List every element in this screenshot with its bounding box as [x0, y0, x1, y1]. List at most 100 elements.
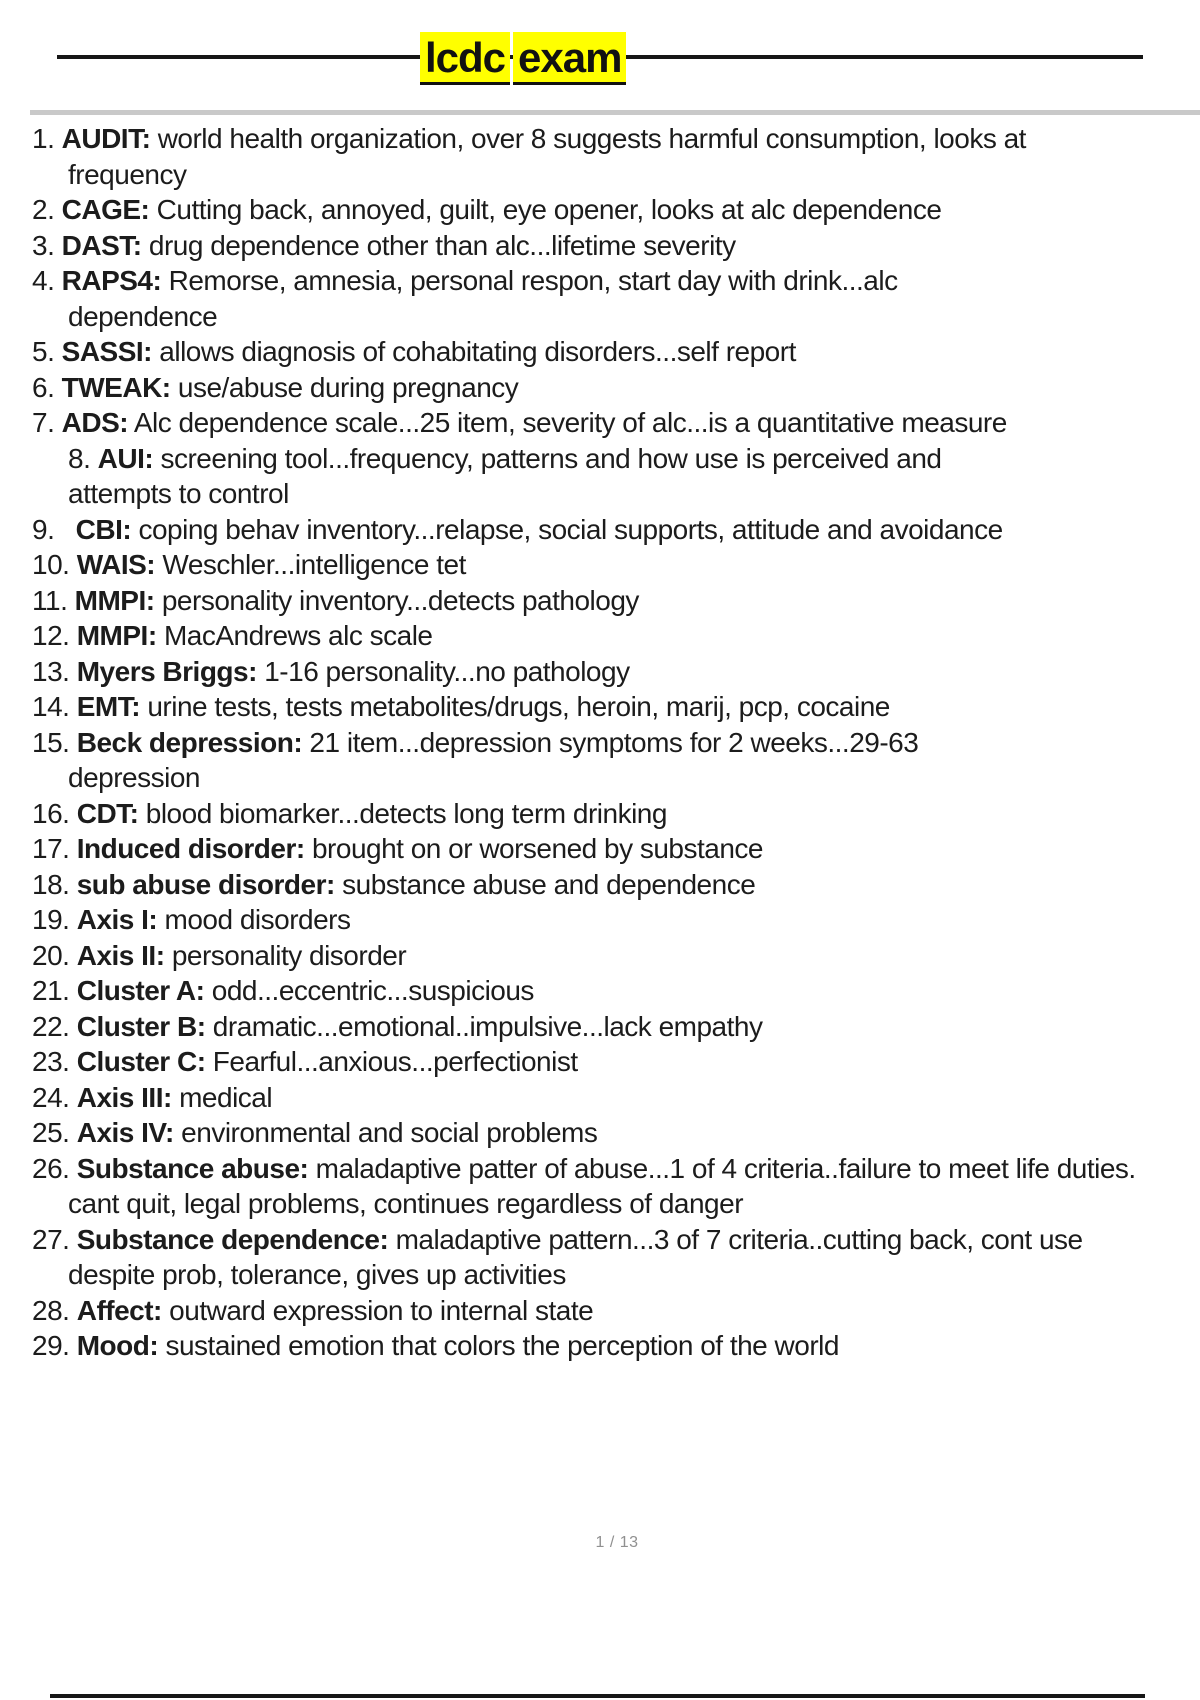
item-desc: maladaptive pattern...3 of 7 criteria..c… [68, 1223, 1083, 1291]
item-term: WAIS: [76, 549, 156, 580]
item-number: 29. [32, 1330, 70, 1361]
list-item: 2. CAGE: Cutting back, annoyed, guilt, e… [32, 192, 1172, 228]
footer-rule [50, 1694, 1145, 1698]
item-term: Substance abuse: [76, 1152, 309, 1184]
item-number: 17. [32, 833, 70, 864]
list-item: 4. RAPS4: Remorse, amnesia, personal res… [32, 263, 1172, 334]
list-item: 11. MMPI: personality inventory...detect… [32, 583, 1172, 619]
item-number: 7. [32, 407, 55, 438]
list-item: 26. Substance abuse: maladaptive patter … [32, 1151, 1172, 1222]
item-desc: drug dependence other than alc...lifetim… [148, 229, 736, 261]
list-item: 16. CDT: blood biomarker...detects long … [32, 796, 1172, 832]
item-term: ADS: [61, 407, 129, 438]
item-term: Myers Briggs: [76, 655, 258, 687]
item-number: 3. [32, 229, 55, 261]
item-desc: personality inventory...detects patholog… [161, 584, 640, 616]
list-item: 3. DAST: drug dependence other than alc.… [32, 228, 1172, 264]
item-term: Cluster A: [76, 975, 205, 1006]
item-number: 9. [32, 513, 55, 545]
item-number: 25. [32, 1117, 70, 1148]
header-divider [30, 110, 1200, 115]
item-term: TWEAK: [61, 371, 171, 403]
item-desc: brought on or worsened by substance [311, 833, 764, 864]
item-term: Axis III: [76, 1081, 173, 1113]
item-term: CDT: [76, 797, 139, 829]
item-term: Cluster B: [76, 1010, 206, 1042]
page-number: 1 / 13 [595, 1534, 639, 1551]
item-desc: maladaptive patter of abuse...1 of 4 cri… [68, 1152, 1136, 1220]
item-number: 5. [32, 336, 55, 367]
item-term: Affect: [76, 1294, 163, 1326]
item-number: 24. [32, 1081, 70, 1113]
item-term: MMPI: [74, 584, 155, 616]
item-term: DAST: [61, 229, 142, 261]
list-item: 7. ADS: Alc dependence scale...25 item, … [32, 405, 1172, 441]
item-term: AUI: [97, 442, 154, 474]
item-number: 22. [32, 1010, 70, 1042]
list-item: 28. Affect: outward expression to intern… [32, 1293, 1172, 1329]
item-term: SASSI: [61, 336, 153, 367]
item-desc: substance abuse and dependence [342, 868, 756, 900]
list-item: 8. AUI: screening tool...frequency, patt… [32, 441, 1172, 512]
list-item: 10. WAIS: Weschler...intelligence tet [32, 547, 1172, 583]
item-number: 12. [32, 620, 70, 651]
list-item: 29. Mood: sustained emotion that colors … [32, 1328, 1172, 1364]
item-desc: blood biomarker...detects long term drin… [145, 797, 668, 829]
item-term: Cluster C: [76, 1046, 206, 1077]
item-number: 26. [32, 1152, 70, 1184]
item-number: 27. [32, 1223, 70, 1255]
item-desc: mood disorders [164, 904, 351, 935]
item-desc: world health organization, over 8 sugges… [68, 123, 1026, 190]
list-item: 13. Myers Briggs: 1-16 personality...no … [32, 654, 1172, 690]
item-term: Axis IV: [76, 1117, 175, 1148]
list-item: 21. Cluster A: odd...eccentric...suspici… [32, 973, 1172, 1009]
list-item: 12. MMPI: MacAndrews alc scale [32, 618, 1172, 654]
list-item: 15. Beck depression: 21 item...depressio… [32, 725, 1172, 796]
item-term: CBI: [75, 513, 132, 545]
list-item: 27. Substance dependence: maladaptive pa… [32, 1222, 1172, 1293]
item-number: 2. [32, 194, 55, 225]
item-number: 10. [32, 549, 70, 580]
item-number: 23. [32, 1046, 70, 1077]
item-number: 28. [32, 1294, 70, 1326]
item-desc: urine tests, tests metabolites/drugs, he… [147, 691, 890, 722]
numbered-list: 1. AUDIT: world health organization, ove… [32, 121, 1172, 1364]
list-item: 20. Axis II: personality disorder [32, 938, 1172, 974]
item-desc: sustained emotion that colors the percep… [165, 1330, 839, 1361]
item-number: 20. [32, 939, 70, 971]
item-term: Induced disorder: [76, 833, 305, 864]
item-term: Axis I: [76, 904, 158, 935]
item-desc: MacAndrews alc scale [163, 620, 433, 651]
list-item: 19. Axis I: mood disorders [32, 902, 1172, 938]
list-item: 5. SASSI: allows diagnosis of cohabitati… [32, 334, 1172, 370]
item-desc: Cutting back, annoyed, guilt, eye opener… [156, 194, 942, 225]
list-item: 18. sub abuse disorder: substance abuse … [32, 867, 1172, 903]
item-term: CAGE: [61, 194, 150, 225]
item-desc: dramatic...emotional..impulsive...lack e… [212, 1010, 763, 1042]
item-desc: screening tool...frequency, patterns and… [68, 442, 942, 510]
list-item: 14. EMT: urine tests, tests metabolites/… [32, 689, 1172, 725]
item-number: 6. [32, 371, 55, 403]
item-desc: medical [179, 1081, 273, 1113]
item-term: RAPS4: [61, 265, 162, 296]
item-desc: 21 item...depression symptoms for 2 week… [68, 726, 919, 794]
list-item: 25. Axis IV: environmental and social pr… [32, 1115, 1172, 1151]
list-item: 6. TWEAK: use/abuse during pregnancy [32, 370, 1172, 406]
item-desc: Fearful...anxious...perfectionist [212, 1046, 578, 1077]
item-number: 16. [32, 797, 70, 829]
item-desc: Weschler...intelligence tet [162, 549, 466, 580]
list-item: 1. AUDIT: world health organization, ove… [32, 121, 1172, 192]
item-term: Substance dependence: [76, 1223, 389, 1255]
list-item: 24. Axis III: medical [32, 1080, 1172, 1116]
item-desc: odd...eccentric...suspicious [211, 975, 535, 1006]
item-desc: Remorse, amnesia, personal respon, start… [68, 265, 898, 332]
item-desc: coping behav inventory...relapse, social… [138, 513, 1003, 545]
item-desc: outward expression to internal state [169, 1294, 594, 1326]
item-number: 4. [32, 265, 55, 296]
item-desc: environmental and social problems [181, 1117, 598, 1148]
item-desc: 1-16 personality...no pathology [264, 655, 630, 687]
item-number: 18. [32, 868, 70, 900]
item-number: 21. [32, 975, 70, 1006]
item-number: 13. [32, 655, 70, 687]
list-item: 22. Cluster B: dramatic...emotional..imp… [32, 1009, 1172, 1045]
